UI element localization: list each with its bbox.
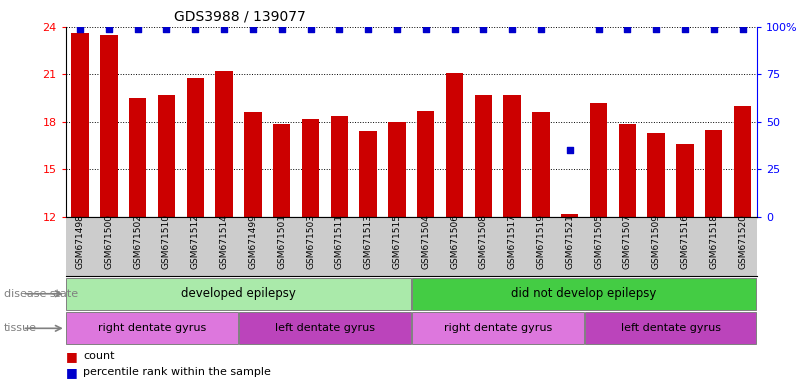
Point <box>707 26 720 32</box>
Bar <box>187 78 204 217</box>
Bar <box>475 95 492 217</box>
Bar <box>100 35 118 217</box>
Text: percentile rank within the sample: percentile rank within the sample <box>83 367 272 377</box>
Point <box>304 26 317 32</box>
Point <box>247 26 260 32</box>
FancyBboxPatch shape <box>239 313 411 344</box>
Bar <box>705 130 723 217</box>
Bar <box>331 116 348 217</box>
Point <box>419 26 432 32</box>
FancyBboxPatch shape <box>585 313 756 344</box>
Bar <box>561 214 578 217</box>
Text: right dentate gyrus: right dentate gyrus <box>444 323 552 333</box>
Bar <box>129 98 147 217</box>
Point <box>534 26 547 32</box>
Bar <box>618 124 636 217</box>
Point <box>362 26 375 32</box>
FancyBboxPatch shape <box>412 278 756 310</box>
Bar <box>71 33 89 217</box>
Bar <box>360 131 376 217</box>
Point <box>131 26 144 32</box>
Text: right dentate gyrus: right dentate gyrus <box>98 323 206 333</box>
Point <box>74 26 87 32</box>
Bar <box>647 133 665 217</box>
Point <box>448 26 461 32</box>
Bar <box>302 119 319 217</box>
Point <box>477 26 489 32</box>
Bar <box>417 111 434 217</box>
Text: ■: ■ <box>66 350 78 363</box>
Bar <box>388 122 405 217</box>
Bar <box>590 103 607 217</box>
Text: left dentate gyrus: left dentate gyrus <box>621 323 721 333</box>
Text: ■: ■ <box>66 366 78 379</box>
Text: left dentate gyrus: left dentate gyrus <box>275 323 375 333</box>
FancyBboxPatch shape <box>66 313 238 344</box>
Bar <box>676 144 694 217</box>
Text: GDS3988 / 139077: GDS3988 / 139077 <box>175 10 306 23</box>
Point <box>592 26 605 32</box>
Text: disease state: disease state <box>4 289 78 299</box>
Bar <box>273 124 290 217</box>
Point <box>621 26 634 32</box>
Bar <box>244 113 262 217</box>
Point <box>276 26 288 32</box>
Bar <box>446 73 463 217</box>
Point <box>736 26 749 32</box>
Point <box>678 26 691 32</box>
Point <box>650 26 662 32</box>
Text: developed epilepsy: developed epilepsy <box>181 287 296 300</box>
Point <box>103 26 115 32</box>
Point <box>189 26 202 32</box>
FancyBboxPatch shape <box>66 278 411 310</box>
Bar <box>215 71 233 217</box>
Bar <box>533 113 549 217</box>
Text: did not develop epilepsy: did not develop epilepsy <box>512 287 657 300</box>
Text: tissue: tissue <box>4 323 37 333</box>
Bar <box>734 106 751 217</box>
Point <box>563 147 576 154</box>
Text: count: count <box>83 351 115 361</box>
Point <box>218 26 231 32</box>
Bar <box>504 95 521 217</box>
Point <box>505 26 518 32</box>
Bar <box>158 95 175 217</box>
Point <box>160 26 173 32</box>
Point <box>391 26 404 32</box>
Point <box>333 26 346 32</box>
FancyBboxPatch shape <box>412 313 584 344</box>
